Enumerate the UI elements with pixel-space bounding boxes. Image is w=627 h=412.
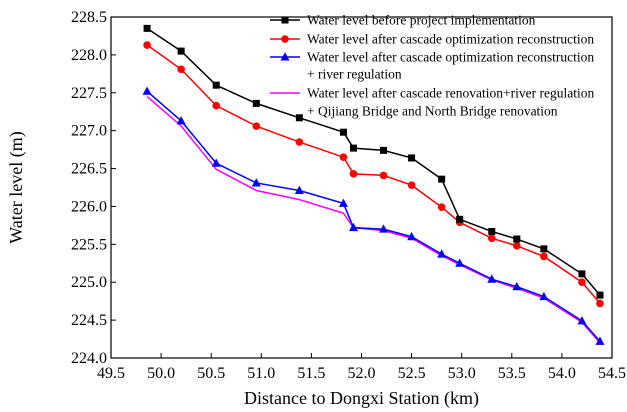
- x-tick-label-5: 52.0: [348, 365, 376, 382]
- series-0-point-5: [339, 128, 347, 136]
- series-2-point-1: [176, 116, 186, 125]
- series-0-point-7: [380, 146, 388, 154]
- series-1: [143, 41, 604, 308]
- series-1-point-5: [339, 153, 348, 161]
- series-2-point-8: [407, 231, 417, 241]
- y-axis-label: Water level (m): [6, 131, 27, 244]
- series-line-0: [146, 27, 601, 296]
- series-2-point-7: [379, 224, 389, 233]
- series-line-2: [146, 90, 601, 342]
- y-tick-label-6: 227.0: [71, 123, 107, 140]
- y-tick-label-9: 228.5: [71, 9, 107, 26]
- legend: Water level before project implementatio…: [270, 13, 595, 119]
- legend-label-2-0: Water level after cascade optimization r…: [307, 50, 594, 65]
- series-1-point-11: [487, 234, 496, 243]
- series-2-point-6: [348, 222, 358, 232]
- series-1-point-9: [437, 203, 446, 212]
- series-2-point-9: [437, 249, 447, 258]
- series-2-point-3: [251, 178, 261, 187]
- x-tick-label-7: 53.0: [448, 365, 476, 382]
- series-1-point-12: [513, 242, 521, 250]
- series-0: [143, 24, 604, 299]
- series-2-point-12: [512, 281, 522, 291]
- series-1-point-4: [295, 138, 304, 146]
- y-tick-label-4: 226.0: [71, 198, 107, 215]
- series-0-point-12: [513, 235, 521, 243]
- x-tick-label-2: 50.5: [197, 365, 225, 382]
- series-line-1: [146, 44, 601, 304]
- y-tick-label-0: 224.0: [71, 350, 107, 367]
- series-2-point-14: [577, 316, 587, 325]
- series-1-point-15: [596, 299, 604, 308]
- x-tick-label-1: 50.0: [147, 365, 175, 382]
- series-1-point-8: [407, 181, 416, 190]
- legend-label-1: Water level after cascade optimization r…: [307, 32, 594, 47]
- series-1-point-7: [379, 171, 388, 180]
- series-1-point-0: [143, 41, 151, 49]
- series-0-point-9: [438, 175, 446, 183]
- plot-series: [142, 24, 605, 345]
- legend-label-2-1: + river regulation: [307, 67, 402, 82]
- legend-marker-0: [281, 16, 289, 24]
- series-0-point-6: [349, 144, 357, 152]
- series-0-point-8: [408, 154, 416, 162]
- series-0-point-1: [177, 47, 185, 55]
- series-1-point-3: [252, 122, 261, 130]
- x-tick-label-3: 51.0: [247, 365, 275, 382]
- series-1-point-6: [349, 170, 358, 178]
- series-2-point-2: [211, 158, 221, 167]
- series-0-point-15: [596, 291, 604, 299]
- series-0-point-4: [295, 114, 303, 122]
- legend-marker-2: [280, 52, 290, 61]
- y-tick-label-5: 226.5: [71, 161, 107, 178]
- x-tick-label-8: 53.5: [498, 365, 526, 382]
- x-tick-label-9: 54.0: [548, 365, 576, 382]
- y-tick-label-8: 228.0: [71, 47, 107, 64]
- series-2-point-4: [294, 185, 304, 195]
- series-0-point-11: [488, 227, 496, 235]
- series-1-point-14: [578, 278, 586, 287]
- x-tick-label-4: 51.5: [297, 365, 325, 382]
- y-tick-label-1: 224.5: [71, 312, 107, 329]
- x-tick-label-6: 52.5: [398, 365, 426, 382]
- y-tick-label-3: 225.5: [71, 236, 107, 253]
- x-tick-label-10: 54.5: [598, 365, 626, 382]
- legend-marker-1: [281, 35, 289, 43]
- series-0-point-2: [212, 81, 220, 89]
- series-0-point-14: [578, 270, 586, 278]
- series-0-point-10: [456, 215, 464, 223]
- series-1-point-13: [540, 252, 548, 261]
- series-1-point-1: [177, 65, 185, 74]
- x-axis-label: Distance to Dongxi Station (km): [244, 388, 479, 409]
- legend-label-3-0: Water level after cascade renovation+riv…: [307, 86, 595, 101]
- series-1-point-2: [212, 101, 221, 110]
- series-2-point-11: [487, 274, 497, 283]
- series-2-point-0: [142, 86, 152, 95]
- legend-label-0: Water level before project implementatio…: [307, 13, 536, 28]
- series-2-point-13: [539, 291, 549, 301]
- y-tick-label-7: 227.5: [71, 85, 107, 102]
- legend-label-3-1: + Qijiang Bridge and North Bridge renova…: [307, 104, 558, 119]
- axes: 49.5 50.0 50.5 51.0 51.5 52.0 52.5 53.0 53.5 54.0…: [71, 9, 626, 382]
- series-2-point-5: [338, 198, 348, 207]
- series-2: [142, 86, 605, 345]
- series-2-point-10: [455, 258, 465, 267]
- series-2-point-15: [595, 336, 605, 345]
- series-0-point-13: [540, 245, 548, 253]
- series-0-point-3: [252, 99, 260, 107]
- series-line-3: [146, 96, 601, 344]
- x-tick-label-0: 49.5: [97, 365, 125, 382]
- series-3: [146, 96, 601, 344]
- series-0-point-0: [143, 24, 151, 32]
- y-tick-label-2: 225.0: [71, 274, 107, 291]
